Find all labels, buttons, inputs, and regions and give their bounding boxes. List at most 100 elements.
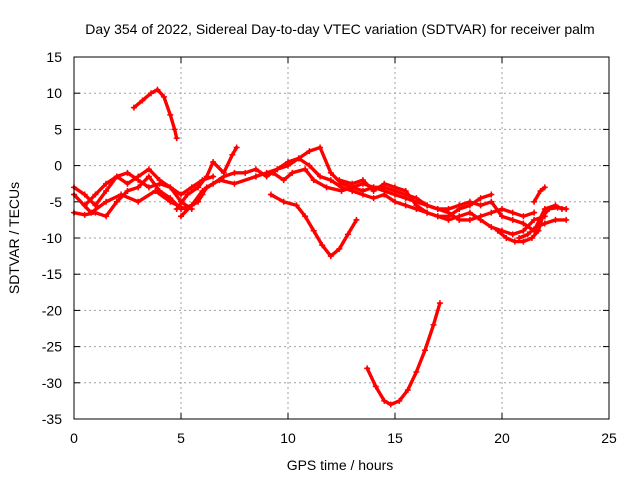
data-point <box>167 111 174 118</box>
data-point <box>306 162 313 169</box>
data-point <box>171 126 178 133</box>
x-tick-label: 15 <box>387 430 403 446</box>
data-point <box>152 187 159 194</box>
data-point <box>289 169 296 176</box>
data-point <box>499 213 505 220</box>
data-point <box>466 209 473 216</box>
data-point <box>229 151 236 158</box>
data-point <box>546 206 553 213</box>
data-point <box>317 173 324 180</box>
data-point <box>103 198 110 205</box>
data-point <box>306 148 313 155</box>
data-point <box>541 220 548 227</box>
series-line <box>496 205 568 244</box>
data-point <box>413 202 420 209</box>
data-point <box>231 180 238 187</box>
data-point <box>477 216 484 223</box>
data-point <box>130 104 137 111</box>
data-point <box>359 177 366 184</box>
data-point <box>430 321 437 328</box>
series-line <box>175 145 239 211</box>
series-line <box>365 301 442 407</box>
data-point <box>524 231 531 238</box>
data-point <box>135 173 142 180</box>
series-track-12 <box>364 300 443 408</box>
y-tick-label: -20 <box>42 302 62 318</box>
series-track-9 <box>270 166 565 234</box>
data-point <box>424 209 431 216</box>
data-point <box>178 213 184 220</box>
data-point <box>148 90 155 97</box>
series-line <box>271 167 564 233</box>
data-point <box>92 191 99 198</box>
data-point <box>233 144 240 151</box>
x-tick-label: 25 <box>601 430 617 446</box>
data-point <box>135 198 142 205</box>
y-tick-label: -15 <box>42 266 62 282</box>
data-point <box>295 155 302 162</box>
data-point <box>402 187 409 194</box>
data-point <box>563 216 570 223</box>
data-point <box>488 224 495 231</box>
data-point <box>445 206 452 213</box>
y-tick-label: -35 <box>42 411 62 427</box>
data-point <box>317 144 324 151</box>
series-line <box>269 192 359 258</box>
series-track-3 <box>81 166 217 209</box>
series-track-14 <box>531 184 548 205</box>
data-point <box>302 166 309 173</box>
data-point <box>231 169 238 176</box>
y-tick-label: -5 <box>50 194 63 210</box>
data-point <box>103 187 110 194</box>
y-tick-label: 15 <box>46 49 62 65</box>
data-point <box>520 238 527 245</box>
data-point <box>392 198 398 205</box>
data-point <box>81 211 88 218</box>
data-point <box>270 169 277 176</box>
data-point <box>434 213 441 220</box>
data-point <box>552 216 559 223</box>
data-point <box>424 202 431 209</box>
data-point <box>353 216 360 223</box>
data-point <box>319 242 326 249</box>
data-point <box>103 180 110 187</box>
data-point <box>327 177 334 184</box>
data-point <box>488 191 495 198</box>
data-point <box>81 191 88 198</box>
axis-ticks: 0 5 10 15 20 25 15 10 5 0 -5 -10 -15 -20 -25 -30 -35 <box>42 49 617 446</box>
data-point <box>160 93 167 100</box>
data-point <box>92 202 99 209</box>
data-point <box>242 169 249 176</box>
data-point <box>488 209 495 216</box>
data-point <box>477 202 484 209</box>
data-point <box>327 253 334 260</box>
data-point <box>537 187 544 194</box>
data-point <box>402 202 409 209</box>
data-point <box>293 202 300 209</box>
y-tick-label: -30 <box>42 375 62 391</box>
data-point <box>280 177 287 184</box>
data-point <box>203 173 210 180</box>
data-point <box>541 184 548 191</box>
data-point <box>503 235 510 241</box>
data-point <box>274 166 281 173</box>
data-point <box>349 180 356 187</box>
data-point <box>516 235 523 241</box>
data-point <box>184 191 191 198</box>
data-point <box>511 238 518 245</box>
y-axis-label: SDTVAR / TECUs <box>6 182 22 294</box>
data-point <box>466 216 473 223</box>
data-point <box>135 184 142 191</box>
plot-frame <box>73 56 610 420</box>
series-track-5 <box>130 86 180 142</box>
data-point <box>413 368 420 375</box>
series-line <box>254 156 547 237</box>
data-point <box>195 184 202 191</box>
y-tick-label: -25 <box>42 339 62 355</box>
data-point <box>535 227 542 234</box>
data-point <box>554 204 561 211</box>
data-point <box>88 209 95 216</box>
data-point <box>188 184 195 191</box>
series-track-15 <box>516 216 570 241</box>
data-point <box>210 173 217 180</box>
